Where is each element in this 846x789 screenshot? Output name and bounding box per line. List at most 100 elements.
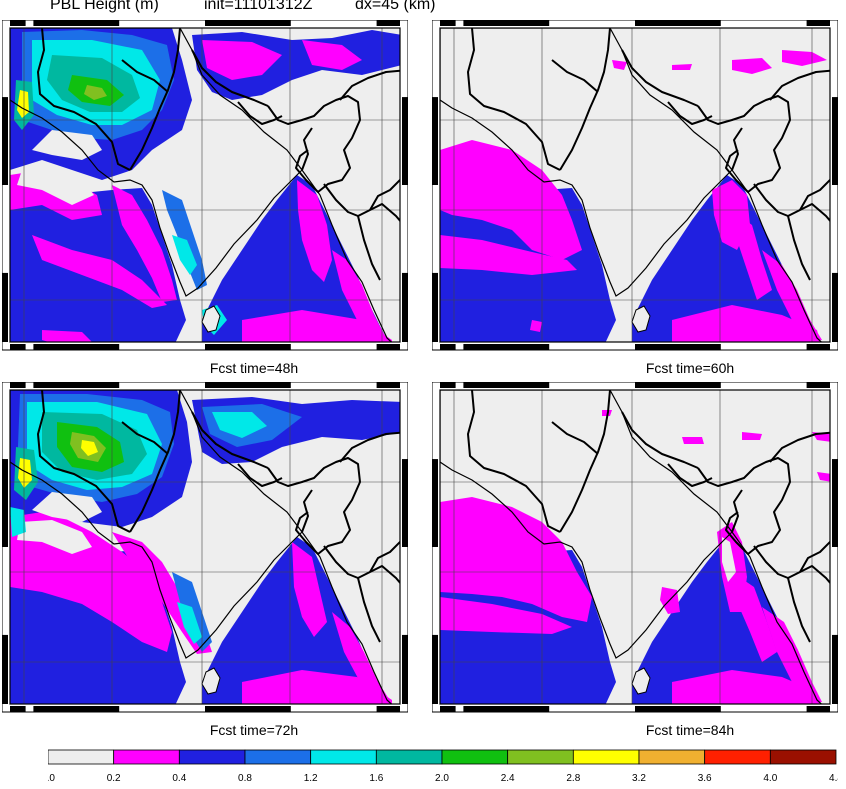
- outer-frame: [432, 382, 838, 713]
- frame-tick-bottom: [806, 706, 830, 712]
- frame-tick-top: [463, 382, 550, 388]
- colorbar-swatch: [572, 749, 640, 765]
- map-frame: [9, 389, 401, 705]
- map-84h: [432, 382, 838, 713]
- country-border: [697, 95, 791, 193]
- country-border: [323, 183, 400, 223]
- map-panel-48h: [2, 20, 408, 351]
- pbl-contour-fill: [42, 330, 92, 342]
- pbl-contour-fill: [742, 432, 762, 440]
- country-border: [551, 421, 599, 455]
- frame-tick-top: [635, 20, 721, 26]
- country-border: [267, 457, 361, 555]
- country-border: [267, 95, 361, 193]
- frame-tick-bottom: [440, 344, 456, 350]
- country-border: [369, 178, 400, 211]
- map-panel-72h: [2, 382, 408, 713]
- pbl-contour-fill: [732, 210, 772, 300]
- frame-tick-top: [205, 20, 291, 26]
- frame-tick-right: [832, 459, 838, 547]
- colorbar-swatch: [638, 749, 706, 765]
- pbl-contour-fill: [440, 597, 572, 634]
- country-border: [357, 215, 381, 281]
- india-coastline: [440, 28, 733, 297]
- colorbar-swatch: [310, 749, 377, 765]
- colorbar-tick-label: 0.0: [48, 773, 55, 784]
- frame-tick-bottom: [10, 344, 26, 350]
- frame-tick-bottom: [635, 706, 721, 712]
- country-border: [339, 431, 400, 463]
- outer-frame: [432, 20, 838, 351]
- frame-tick-top: [440, 382, 456, 388]
- outer-frame: [2, 20, 408, 351]
- colorbar-tick-label: 2.0: [435, 773, 449, 784]
- country-border: [369, 540, 400, 573]
- frame-tick-bottom: [376, 706, 400, 712]
- frame-tick-right: [832, 634, 838, 704]
- frame-tick-top: [806, 382, 830, 388]
- country-border: [467, 390, 561, 533]
- pbl-contour-fill: [18, 458, 32, 488]
- country-border: [37, 28, 131, 171]
- colorbar-tick-label: 0.8: [238, 773, 252, 784]
- colorbar-swatch: [769, 749, 837, 765]
- map-frame: [439, 27, 831, 343]
- pbl-contour-fill: [782, 50, 827, 66]
- frame-tick-top: [33, 382, 120, 388]
- pbl-contour-fill: [202, 40, 282, 80]
- pbl-contour-fill: [732, 572, 777, 662]
- pbl-contour-fill: [722, 537, 736, 582]
- pbl-contour-fill: [672, 305, 820, 342]
- country-border: [121, 421, 169, 455]
- country-border: [787, 215, 811, 281]
- pbl-contour-fill: [762, 250, 822, 342]
- pbl-contour-fill: [817, 472, 830, 482]
- plot-variable-title: PBL Height (m): [50, 0, 159, 13]
- frame-tick-left: [2, 459, 8, 547]
- colorbar-tick-label: 2.4: [501, 773, 515, 784]
- frame-tick-top: [463, 20, 550, 26]
- map-72h: [2, 382, 408, 713]
- map-60h: [432, 20, 838, 351]
- india-coastline: [440, 390, 733, 659]
- country-border: [559, 28, 611, 171]
- country-border: [467, 28, 561, 171]
- outer-frame: [2, 382, 408, 713]
- pbl-contour-fill: [682, 437, 704, 444]
- frame-tick-right: [402, 634, 408, 704]
- pbl-contour-fill: [242, 670, 392, 704]
- bay-coastline: [731, 169, 823, 342]
- frame-tick-left: [2, 272, 8, 342]
- colorbar-swatch: [48, 749, 115, 765]
- frame-tick-right: [832, 272, 838, 342]
- pbl-contour-fill: [297, 180, 332, 282]
- frame-tick-bottom: [33, 706, 120, 712]
- colorbar-tick-label: 2.8: [566, 773, 580, 784]
- frame-tick-left: [432, 459, 438, 547]
- frame-tick-bottom: [205, 344, 291, 350]
- frame-tick-bottom: [376, 344, 400, 350]
- colorbar-tick-label: 4.4: [829, 773, 838, 784]
- country-border: [621, 411, 699, 469]
- pbl-contour-fill: [672, 64, 692, 70]
- country-border: [191, 49, 269, 107]
- frame-tick-bottom: [440, 706, 456, 712]
- pbl-contour-fill: [242, 310, 392, 342]
- pbl-contour-fill: [81, 440, 98, 456]
- country-border: [129, 28, 181, 171]
- pbl-contour-fill: [17, 170, 94, 205]
- pbl-contour-fill: [17, 90, 29, 118]
- country-border: [37, 390, 131, 533]
- colorbar-tick-label: 3.6: [698, 773, 712, 784]
- frame-tick-right: [402, 459, 408, 547]
- country-border: [769, 431, 830, 463]
- map-frame: [439, 389, 831, 705]
- frame-tick-bottom: [463, 344, 550, 350]
- country-border: [769, 69, 830, 101]
- frame-tick-top: [205, 382, 291, 388]
- bay-coastline: [301, 169, 393, 342]
- frame-tick-bottom: [10, 706, 26, 712]
- bay-coastline: [301, 531, 393, 704]
- country-border: [753, 183, 830, 223]
- frame-tick-right: [832, 97, 838, 185]
